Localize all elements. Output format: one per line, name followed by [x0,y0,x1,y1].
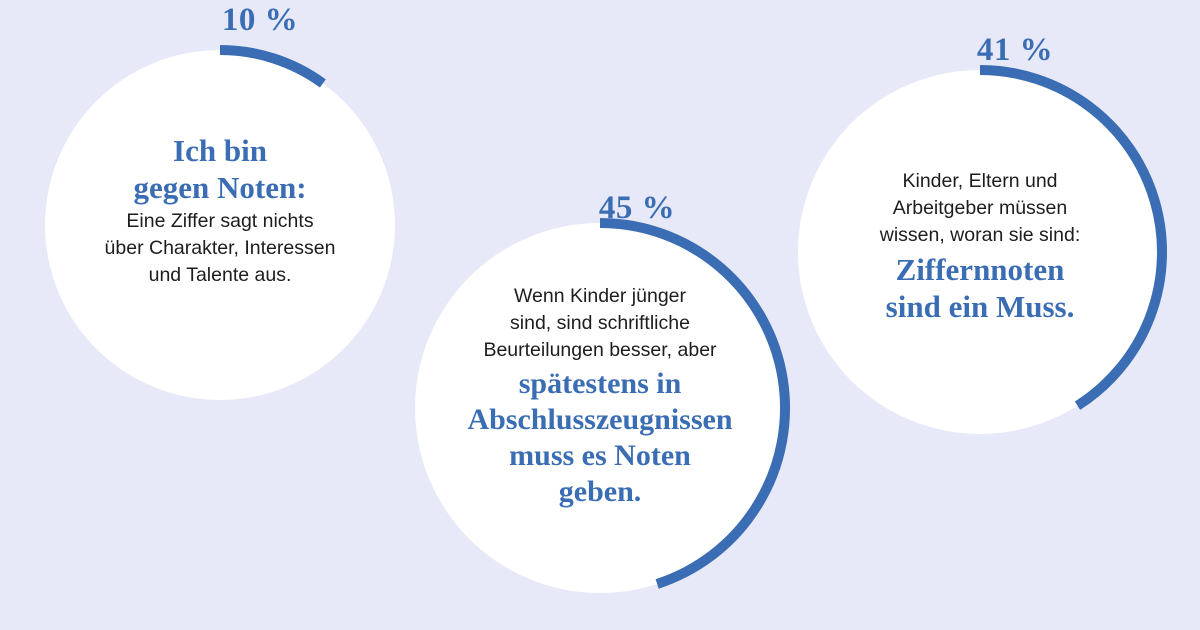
circle-text-3: Kinder, Eltern und Arbeitgeber müssen wi… [820,168,1140,325]
body-line: Arbeitgeber müssen [892,197,1068,219]
arc-41-percent [979,65,1167,410]
circle-2 [415,223,785,593]
headline-line: Abschlusszeugnissen [467,403,733,436]
circle-3 [798,70,1162,434]
body-line: Wenn Kinder jünger [514,285,686,307]
percent-label-2: 45 % [598,190,676,226]
body-line: wissen, woran sie sind: [879,224,1081,246]
arc-45-percent [599,218,791,589]
circle-1 [45,50,395,400]
body-line: Beurteilungen besser, aber [483,339,717,361]
arc-10-percent [219,45,326,88]
headline-line: muss es Noten [509,439,691,472]
headline-line: gegen Noten: [133,170,307,206]
body-line: Kinder, Eltern und [902,170,1058,192]
headline-line: sind ein Muss. [885,289,1075,325]
headline-line: geben. [558,475,642,508]
headline-line: Ich bin [173,133,267,168]
circle-text-2: Wenn Kinder jünger sind, sind schriftlic… [425,283,775,510]
headline-line: Ziffernnoten [895,252,1065,287]
body-line: sind, sind schriftliche [510,312,690,334]
headline-line: spätestens in [518,367,682,400]
body-line: über Charakter, Interessen [104,237,336,260]
body-line: und Talente aus. [148,264,292,287]
percent-label-1: 10 % [221,2,299,38]
body-line: Eine Ziffer sagt nichts [126,210,314,233]
circle-text-1: Ich bin gegen Noten: Eine Ziffer sagt ni… [60,132,380,289]
percent-label-3: 41 % [976,32,1054,68]
